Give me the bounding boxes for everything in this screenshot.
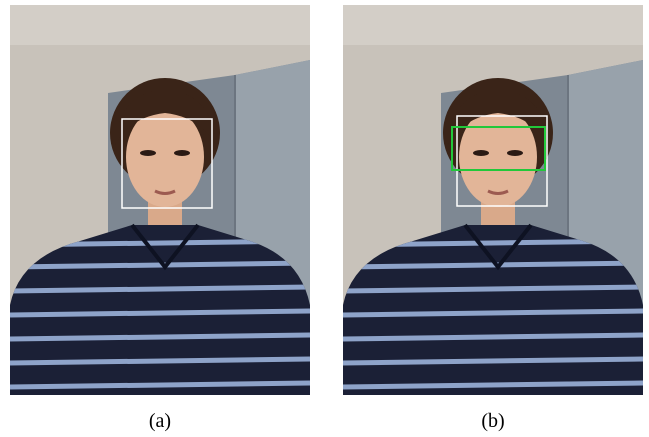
caption: (b) — [481, 410, 504, 432]
figure: (a) (b) — [0, 0, 649, 437]
photo-a — [10, 5, 310, 395]
caption: (a) — [149, 410, 171, 432]
photo-b — [343, 5, 643, 395]
